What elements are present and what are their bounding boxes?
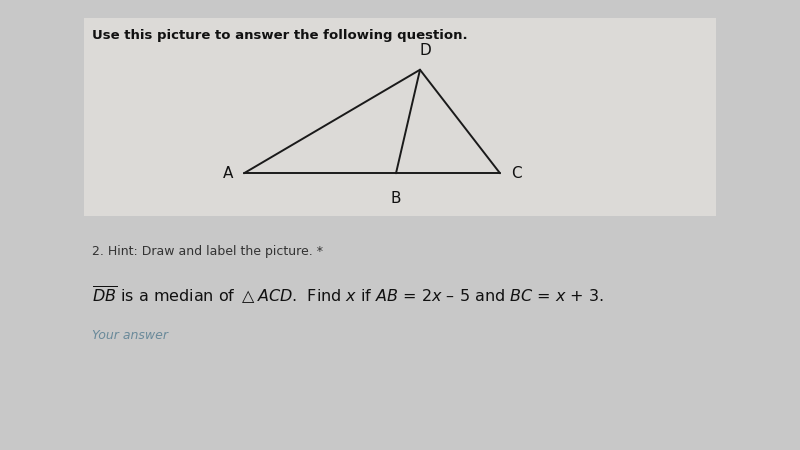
Text: Your answer: Your answer xyxy=(92,329,168,342)
Text: Use this picture to answer the following question.: Use this picture to answer the following… xyxy=(92,29,468,42)
Text: $\overline{DB}$ is a median of $\triangle$$\it{ACD}$.  Find $\it{x}$ if $\it{AB}: $\overline{DB}$ is a median of $\triangl… xyxy=(92,284,604,306)
Text: C: C xyxy=(510,166,522,181)
Text: D: D xyxy=(420,43,431,58)
Text: B: B xyxy=(390,190,402,206)
Text: A: A xyxy=(223,166,233,181)
FancyBboxPatch shape xyxy=(84,18,716,216)
Text: 2. Hint: Draw and label the picture. *: 2. Hint: Draw and label the picture. * xyxy=(92,245,323,258)
